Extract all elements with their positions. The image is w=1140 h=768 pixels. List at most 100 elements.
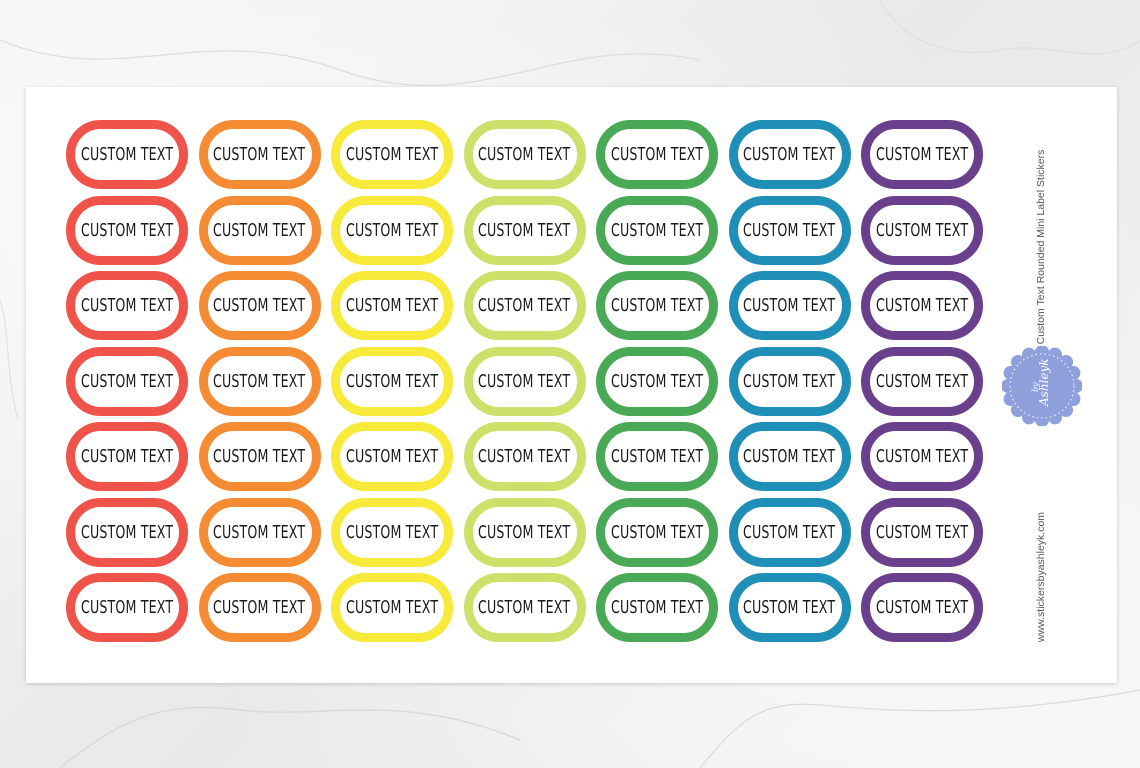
sticker-label: CUSTOM TEXT bbox=[478, 446, 571, 467]
sticker-label: CUSTOM TEXT bbox=[478, 597, 571, 618]
sticker-label: CUSTOM TEXT bbox=[478, 295, 571, 316]
sticker-label: CUSTOM TEXT bbox=[743, 597, 836, 618]
sticker-label: CUSTOM TEXT bbox=[213, 219, 306, 241]
sticker-purple: CUSTOM TEXT bbox=[861, 497, 983, 567]
sticker-label: CUSTOM TEXT bbox=[875, 295, 969, 316]
sticker-label: CUSTOM TEXT bbox=[610, 144, 704, 165]
sticker-label: CUSTOM TEXT bbox=[478, 521, 571, 543]
sticker-label: CUSTOM TEXT bbox=[875, 219, 969, 241]
sticker-label: CUSTOM TEXT bbox=[80, 295, 174, 316]
sticker-purple: CUSTOM TEXT bbox=[861, 195, 983, 265]
sticker-blue: CUSTOM TEXT bbox=[728, 195, 851, 265]
sticker-blue: CUSTOM TEXT bbox=[728, 271, 851, 340]
sticker-label: CUSTOM TEXT bbox=[875, 370, 969, 392]
sticker-label: CUSTOM TEXT bbox=[345, 219, 439, 241]
sticker-label: CUSTOM TEXT bbox=[478, 370, 571, 392]
sticker-label: CUSTOM TEXT bbox=[743, 446, 836, 467]
sticker-lime: CUSTOM TEXT bbox=[463, 497, 586, 567]
sticker-green: CUSTOM TEXT bbox=[596, 271, 718, 340]
sticker-red: CUSTOM TEXT bbox=[66, 422, 188, 491]
sticker-blue: CUSTOM TEXT bbox=[728, 346, 851, 416]
sticker-label: CUSTOM TEXT bbox=[213, 370, 306, 392]
sticker-label: CUSTOM TEXT bbox=[478, 144, 571, 165]
sticker-label: CUSTOM TEXT bbox=[213, 521, 306, 543]
sticker-label: CUSTOM TEXT bbox=[478, 219, 571, 241]
sticker-label: CUSTOM TEXT bbox=[345, 521, 439, 543]
sticker-label: CUSTOM TEXT bbox=[80, 219, 174, 241]
sticker-orange: CUSTOM TEXT bbox=[198, 497, 321, 567]
website-url: www.stickersbyashleyk.com bbox=[1035, 511, 1047, 643]
sticker-label: CUSTOM TEXT bbox=[345, 370, 439, 392]
sticker-label: CUSTOM TEXT bbox=[875, 446, 969, 467]
sticker-orange: CUSTOM TEXT bbox=[198, 271, 321, 340]
sticker-label: CUSTOM TEXT bbox=[743, 219, 836, 241]
sticker-label: CUSTOM TEXT bbox=[213, 144, 306, 165]
sticker-red: CUSTOM TEXT bbox=[66, 120, 188, 189]
sticker-label: CUSTOM TEXT bbox=[610, 370, 704, 392]
sticker-yellow: CUSTOM TEXT bbox=[331, 271, 453, 340]
sticker-label: CUSTOM TEXT bbox=[610, 521, 704, 543]
sticker-yellow: CUSTOM TEXT bbox=[331, 422, 453, 491]
sticker-label: CUSTOM TEXT bbox=[345, 446, 439, 467]
sticker-label: CUSTOM TEXT bbox=[875, 521, 969, 543]
sticker-red: CUSTOM TEXT bbox=[66, 271, 188, 340]
sticker-lime: CUSTOM TEXT bbox=[463, 422, 586, 491]
sticker-label: CUSTOM TEXT bbox=[610, 219, 704, 241]
sticker-red: CUSTOM TEXT bbox=[66, 497, 188, 567]
sticker-yellow: CUSTOM TEXT bbox=[331, 195, 453, 265]
logo-name-text: Ashleyk bbox=[1037, 358, 1051, 407]
sticker-label: CUSTOM TEXT bbox=[80, 370, 174, 392]
sticker-green: CUSTOM TEXT bbox=[596, 346, 718, 416]
sticker-lime: CUSTOM TEXT bbox=[463, 346, 586, 416]
sticker-green: CUSTOM TEXT bbox=[596, 120, 718, 189]
sticker-label: CUSTOM TEXT bbox=[80, 446, 174, 467]
sticker-orange: CUSTOM TEXT bbox=[198, 573, 321, 642]
sticker-lime: CUSTOM TEXT bbox=[463, 271, 586, 340]
logo-by-text: by bbox=[1031, 382, 1040, 392]
sticker-green: CUSTOM TEXT bbox=[596, 497, 718, 567]
sticker-label: CUSTOM TEXT bbox=[743, 521, 836, 543]
sticker-orange: CUSTOM TEXT bbox=[198, 346, 321, 416]
sticker-sheet: CUSTOM TEXT CUSTOM TEXT CUSTOM TEXT CUSTOM … bbox=[26, 87, 1117, 683]
sticker-orange: CUSTOM TEXT bbox=[198, 195, 321, 265]
sheet-title-vertical: Custom Text Rounded Mini Label Stickers bbox=[1026, 127, 1056, 367]
sticker-yellow: CUSTOM TEXT bbox=[331, 497, 453, 567]
sticker-purple: CUSTOM TEXT bbox=[861, 346, 983, 416]
sticker-purple: CUSTOM TEXT bbox=[861, 120, 983, 189]
sticker-label: CUSTOM TEXT bbox=[345, 295, 439, 316]
sticker-blue: CUSTOM TEXT bbox=[728, 573, 851, 642]
sticker-red: CUSTOM TEXT bbox=[66, 346, 188, 416]
sticker-red: CUSTOM TEXT bbox=[66, 195, 188, 265]
sticker-label: CUSTOM TEXT bbox=[345, 597, 439, 618]
sticker-label: CUSTOM TEXT bbox=[80, 144, 174, 165]
sticker-label: CUSTOM TEXT bbox=[80, 597, 174, 618]
sticker-yellow: CUSTOM TEXT bbox=[331, 346, 453, 416]
sticker-label: CUSTOM TEXT bbox=[875, 144, 969, 165]
sticker-label: CUSTOM TEXT bbox=[213, 446, 306, 467]
sticker-green: CUSTOM TEXT bbox=[596, 195, 718, 265]
sticker-label: CUSTOM TEXT bbox=[213, 597, 306, 618]
sticker-blue: CUSTOM TEXT bbox=[728, 497, 851, 567]
sticker-label: CUSTOM TEXT bbox=[610, 295, 704, 316]
sticker-label: CUSTOM TEXT bbox=[610, 597, 704, 618]
sticker-label: CUSTOM TEXT bbox=[610, 446, 704, 467]
website-vertical: www.stickersbyashleyk.com bbox=[1026, 507, 1056, 647]
sticker-lime: CUSTOM TEXT bbox=[463, 573, 586, 642]
sticker-yellow: CUSTOM TEXT bbox=[331, 573, 453, 642]
sticker-label: CUSTOM TEXT bbox=[743, 295, 836, 316]
sticker-purple: CUSTOM TEXT bbox=[861, 271, 983, 340]
sticker-label: CUSTOM TEXT bbox=[80, 521, 174, 543]
sticker-label: CUSTOM TEXT bbox=[213, 295, 306, 316]
sticker-lime: CUSTOM TEXT bbox=[463, 195, 586, 265]
sticker-orange: CUSTOM TEXT bbox=[198, 120, 321, 189]
sheet-title: Custom Text Rounded Mini Label Stickers bbox=[1035, 149, 1047, 345]
sticker-blue: CUSTOM TEXT bbox=[728, 120, 851, 189]
sticker-blue: CUSTOM TEXT bbox=[728, 422, 851, 491]
sticker-label: CUSTOM TEXT bbox=[743, 144, 836, 165]
sticker-purple: CUSTOM TEXT bbox=[861, 422, 983, 491]
sticker-yellow: CUSTOM TEXT bbox=[331, 120, 453, 189]
sticker-label: CUSTOM TEXT bbox=[743, 370, 836, 392]
sticker-lime: CUSTOM TEXT bbox=[463, 120, 586, 189]
